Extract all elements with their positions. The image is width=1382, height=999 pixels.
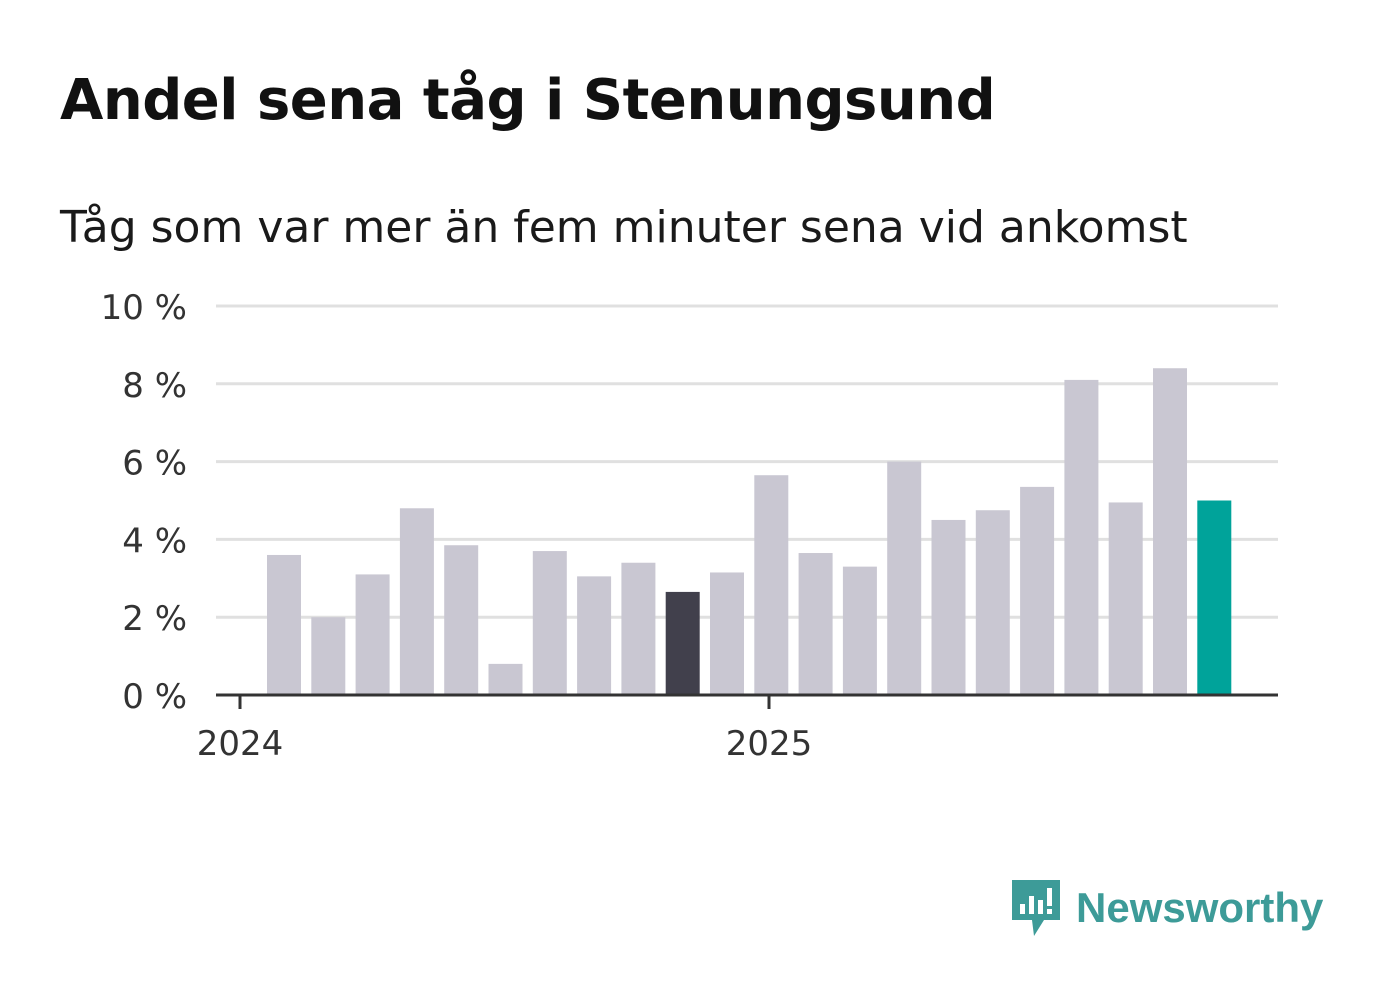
x-axis [216,693,1278,709]
newsworthy-logo-icon [1012,880,1060,936]
bar-2025-10 [1197,500,1232,695]
bar-2025-03 [887,461,922,695]
y-axis-labels: 0 % 2 % 4 % 6 % 8 % 10 % [101,288,187,717]
bar-2025-06 [1020,486,1055,695]
bar-2025-09 [1153,368,1187,695]
brand-name: Newsworthy [1076,884,1324,931]
x-tick-label: 2024 [197,724,284,764]
bar-2024-07 [532,551,567,695]
y-tick-label: 8 % [122,366,187,406]
bar-2024-10 [665,591,700,695]
newsworthy-logo: Newsworthy [1010,878,1323,938]
chart-subtitle: Tåg som var mer än fem minuter sena vid … [60,202,1188,253]
y-tick-label: 6 % [122,444,187,484]
x-axis-labels: 2024 2025 [197,724,813,764]
gridlines [216,304,1278,619]
bar-2025-01 [798,553,833,695]
bar-2024-02 [311,617,346,695]
bar-2024-05 [444,545,479,695]
y-tick-label: 10 % [101,288,187,328]
chart-title: Andel sena tåg i Stenungsund [60,68,996,133]
bar-2024-12 [754,475,789,695]
bar-2024-06 [488,663,523,695]
x-tick-label: 2025 [726,724,813,764]
bar-2024-01 [267,554,301,695]
bar-2025-02 [842,566,877,695]
y-tick-label: 0 % [122,677,187,717]
bar-2025-04 [931,519,966,695]
bar-2024-09 [621,562,656,695]
bar-2025-05 [975,510,1010,695]
bar-2024-11 [710,572,744,695]
bar-2024-08 [577,576,612,695]
bar-2025-07 [1064,379,1099,695]
bar-2024-03 [355,574,390,695]
bars [267,368,1232,695]
bar-2024-04 [399,508,434,695]
bar-2025-08 [1108,502,1143,695]
y-tick-label: 4 % [122,521,187,561]
y-tick-label: 2 % [122,599,187,639]
